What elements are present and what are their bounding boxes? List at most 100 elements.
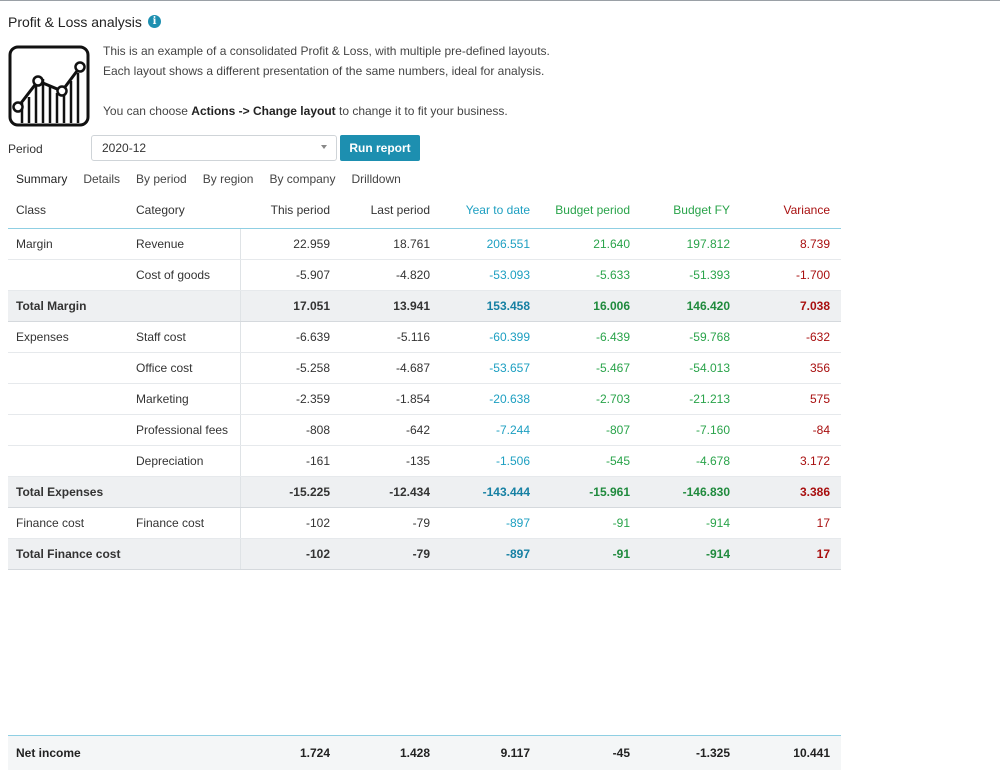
table-row[interactable]: Depreciation -161 -135 -1.506 -545 -4.67… bbox=[8, 446, 841, 477]
cell-category: Depreciation bbox=[136, 454, 204, 468]
column-divider bbox=[240, 477, 241, 507]
tab-by-region[interactable]: By region bbox=[202, 172, 254, 186]
cell-budget-fy: -54.013 bbox=[689, 361, 730, 375]
column-divider bbox=[240, 229, 241, 259]
column-divider bbox=[240, 291, 241, 321]
column-header-category[interactable]: Category bbox=[136, 203, 185, 217]
cell-last-period: 13.941 bbox=[393, 299, 430, 313]
cell-year-to-date: -143.444 bbox=[482, 485, 530, 499]
table-row-total[interactable]: Total Finance cost -102 -79 -897 -91 -91… bbox=[8, 539, 841, 570]
page-title: Profit & Loss analysis bbox=[8, 14, 142, 30]
cell-category: Cost of goods bbox=[136, 268, 211, 282]
column-header-last-period[interactable]: Last period bbox=[370, 203, 430, 217]
table-row[interactable]: Finance cost Finance cost -102 -79 -897 … bbox=[8, 508, 841, 539]
cell-category: Finance cost bbox=[136, 516, 205, 530]
cell-this-period: -161 bbox=[305, 454, 330, 468]
cell-variance: 3.172 bbox=[799, 454, 830, 468]
cell-budget-period: -5.467 bbox=[595, 361, 630, 375]
cell-budget-fy: -914 bbox=[705, 516, 730, 530]
tab-summary[interactable]: Summary bbox=[16, 172, 68, 186]
table-row-total[interactable]: Total Expenses -15.225 -12.434 -143.444 … bbox=[8, 477, 841, 508]
column-divider bbox=[240, 384, 241, 414]
cell-variance: -1.700 bbox=[795, 268, 830, 282]
cell-budget-period: -545 bbox=[605, 454, 630, 468]
cell-budget-period: -91 bbox=[612, 547, 630, 561]
table-row[interactable]: Expenses Staff cost -6.639 -5.116 -60.39… bbox=[8, 322, 841, 353]
net-income-label: Net income bbox=[16, 746, 81, 760]
cell-last-period: -5.116 bbox=[396, 330, 430, 344]
run-report-button[interactable]: Run report bbox=[340, 135, 420, 161]
tab-details[interactable]: Details bbox=[83, 172, 121, 186]
cell-variance: -84 bbox=[812, 423, 830, 437]
cell-variance: -632 bbox=[805, 330, 830, 344]
cell-year-to-date: -897 bbox=[505, 516, 530, 530]
column-header-budget-period[interactable]: Budget period bbox=[555, 203, 630, 217]
cell-budget-fy: -146.830 bbox=[682, 485, 730, 499]
cell-last-period: -642 bbox=[405, 423, 430, 437]
column-divider bbox=[240, 415, 241, 445]
cell-budget-fy: -51.393 bbox=[689, 268, 730, 282]
table-row[interactable]: Margin Revenue 22.959 18.761 206.551 21.… bbox=[8, 229, 841, 260]
cell-class: Finance cost bbox=[16, 516, 85, 530]
table-row[interactable]: Office cost -5.258 -4.687 -53.657 -5.467… bbox=[8, 353, 841, 384]
cell-budget-fy: 197.812 bbox=[686, 237, 730, 251]
column-divider bbox=[240, 353, 241, 383]
cell-year-to-date: -20.638 bbox=[489, 392, 530, 406]
table-row[interactable]: Professional fees -808 -642 -7.244 -807 … bbox=[8, 415, 841, 446]
description-line-3-suffix: to change it to fit your business. bbox=[335, 104, 508, 118]
description-line-2: Each layout shows a different presentati… bbox=[103, 64, 545, 78]
cell-budget-period: -15.961 bbox=[589, 485, 630, 499]
chevron-down-icon bbox=[321, 145, 327, 149]
cell-last-period: -1.854 bbox=[395, 392, 430, 406]
tab-drilldown[interactable]: Drilldown bbox=[351, 172, 401, 186]
cell-budget-period: -807 bbox=[605, 423, 630, 437]
column-header-year-to-date[interactable]: Year to date bbox=[465, 203, 530, 217]
cell-variance: 17 bbox=[816, 516, 830, 530]
net-income-row[interactable]: Net income 1.724 1.428 9.117 -45 -1.325 … bbox=[8, 735, 841, 770]
cell-variance: 8.739 bbox=[799, 237, 830, 251]
cell-budget-fy: -7.160 bbox=[695, 423, 730, 437]
cell-budget-fy: 146.420 bbox=[686, 299, 730, 313]
cell-year-to-date: 153.458 bbox=[486, 299, 530, 313]
cell-year-to-date: 206.551 bbox=[486, 237, 530, 251]
cell-budget-period: -2.703 bbox=[595, 392, 630, 406]
cell-year-to-date: -53.093 bbox=[489, 268, 530, 282]
column-header-class[interactable]: Class bbox=[16, 203, 47, 217]
table-row[interactable]: Cost of goods -5.907 -4.820 -53.093 -5.6… bbox=[8, 260, 841, 291]
cell-budget-period: 21.640 bbox=[593, 237, 630, 251]
column-divider bbox=[240, 446, 241, 476]
tab-by-company[interactable]: By company bbox=[269, 172, 336, 186]
description-line-3-bold: Actions -> Change layout bbox=[191, 104, 336, 118]
cell-category: Revenue bbox=[136, 237, 185, 251]
cell-class: Expenses bbox=[16, 330, 69, 344]
info-icon[interactable]: i bbox=[148, 15, 161, 28]
cell-class: Total Finance cost bbox=[16, 547, 121, 561]
cell-variance: 17 bbox=[816, 547, 830, 561]
description-line-1: This is an example of a consolidated Pro… bbox=[103, 44, 550, 58]
column-header-variance[interactable]: Variance bbox=[783, 203, 830, 217]
table-row[interactable]: Marketing -2.359 -1.854 -20.638 -2.703 -… bbox=[8, 384, 841, 415]
cell-last-period: -4.820 bbox=[395, 268, 430, 282]
cell-this-period: 22.959 bbox=[293, 237, 330, 251]
cell-budget-fy: -914 bbox=[705, 547, 730, 561]
net-income-last-period: 1.428 bbox=[399, 746, 430, 760]
column-header-this-period[interactable]: This period bbox=[270, 203, 330, 217]
cell-this-period: -102 bbox=[305, 547, 330, 561]
cell-year-to-date: -53.657 bbox=[489, 361, 530, 375]
cell-last-period: -4.687 bbox=[395, 361, 430, 375]
table-row-total[interactable]: Total Margin 17.051 13.941 153.458 16.00… bbox=[8, 291, 841, 322]
description-line-3-prefix: You can choose bbox=[103, 104, 192, 118]
column-divider bbox=[240, 539, 241, 569]
tab-by-period[interactable]: By period bbox=[136, 172, 187, 186]
column-header-budget-fy[interactable]: Budget FY bbox=[673, 203, 730, 217]
net-income-this-period: 1.724 bbox=[299, 746, 330, 760]
cell-budget-fy: -4.678 bbox=[695, 454, 730, 468]
cell-this-period: -6.639 bbox=[295, 330, 330, 344]
cell-this-period: -5.258 bbox=[295, 361, 330, 375]
cell-variance: 575 bbox=[809, 392, 830, 406]
cell-last-period: 18.761 bbox=[393, 237, 430, 251]
cell-this-period: -5.907 bbox=[295, 268, 330, 282]
cell-budget-period: -91 bbox=[612, 516, 630, 530]
period-select[interactable]: 2020-12 bbox=[91, 135, 337, 161]
column-divider bbox=[240, 260, 241, 290]
